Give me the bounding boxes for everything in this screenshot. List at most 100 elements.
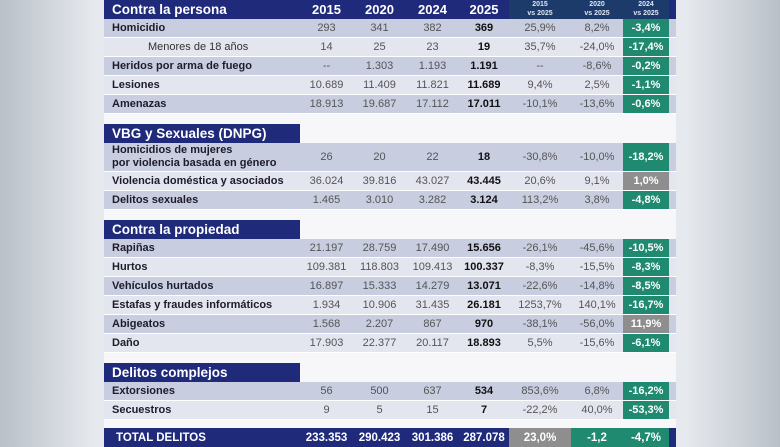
year-value: 26.181 xyxy=(467,299,501,311)
table-row: Lesiones 10.689 11.409 11.821 11.689 9,4% 2,5%… xyxy=(104,76,676,95)
table-row: Heridos por arma de fuego -- 1.303 1.193 1.1… xyxy=(104,57,676,76)
year-value: 118.803 xyxy=(360,261,399,273)
change-2024: -53,3% xyxy=(623,401,669,419)
year-value: 36.024 xyxy=(309,175,344,187)
year-value: 637 xyxy=(423,385,442,397)
change-2015: -10,1% xyxy=(522,98,558,110)
year-value: 19.687 xyxy=(362,98,397,110)
row-label: Abigeatos xyxy=(112,318,166,330)
year-value: 341 xyxy=(370,22,389,34)
change-2024: -8,3% xyxy=(623,258,669,276)
year-value: 293 xyxy=(317,22,336,34)
year-value: 11.689 xyxy=(467,79,501,91)
row-label: Homicidios de mujeres por violencia basa… xyxy=(112,144,277,169)
year-value: 1.568 xyxy=(312,318,341,330)
change-2020: 6,8% xyxy=(584,385,610,397)
table-row: Vehículos hurtados 16.897 15.333 14.279 13.0… xyxy=(104,277,676,296)
year-value: 13.071 xyxy=(467,280,501,292)
year-value: 10.689 xyxy=(309,79,344,91)
year-value: 109.381 xyxy=(306,261,347,273)
compare-vs: vs 2025 xyxy=(584,9,610,17)
year-value: 28.759 xyxy=(362,242,397,254)
year-value: 382 xyxy=(423,22,442,34)
table-row: Menores de 18 años 14 25 23 19 35,7% -24,0% -17… xyxy=(104,38,676,57)
year-value: 14 xyxy=(320,41,333,53)
change-2015: -30,8% xyxy=(522,151,558,163)
change-2024: -0,6% xyxy=(623,95,669,113)
year-value: 43.445 xyxy=(467,175,501,187)
row-label: Violencia doméstica y asociados xyxy=(112,175,284,187)
table-row: Abigeatos 1.568 2.207 867 970 -38,1% -56,0% 11,… xyxy=(104,315,676,334)
table-row: Amenazas 18.913 19.687 17.112 17.011 -10,1% -1… xyxy=(104,95,676,114)
total-change: -1,2 xyxy=(571,428,623,447)
change-2024: 1,0% xyxy=(623,172,669,190)
year-value: 20.117 xyxy=(416,337,449,349)
change-2020: 2,5% xyxy=(584,79,610,91)
change-2015: -26,1% xyxy=(522,242,558,254)
year-value: 39.816 xyxy=(362,175,397,187)
change-2020: 3,8% xyxy=(584,194,610,206)
change-2015: -22,6% xyxy=(522,280,558,292)
year-value: 15.333 xyxy=(362,280,397,292)
change-2015: 9,4% xyxy=(527,79,553,91)
year-value: 3.124 xyxy=(470,194,498,206)
year-value: 19 xyxy=(477,41,491,53)
change-2024: -17,4% xyxy=(623,38,669,56)
change-2024: -8,5% xyxy=(623,277,669,295)
year-value: 11.821 xyxy=(416,79,449,91)
table-row: Homicidio 293 341 382 369 25,9% 8,2% -3,4% xyxy=(104,19,676,38)
change-2020: -45,6% xyxy=(579,242,615,254)
year-value: 56 xyxy=(320,385,333,397)
change-2024: -16,7% xyxy=(623,296,669,314)
year-value: 3.282 xyxy=(418,194,447,206)
year-value: 20 xyxy=(373,151,386,163)
year-value: 11.409 xyxy=(363,79,396,91)
table-row: Estafas y fraudes informáticos 1.934 10.90… xyxy=(104,296,676,315)
total-value: 301.386 xyxy=(411,431,454,444)
change-2020: 140,1% xyxy=(578,299,616,311)
change-2024: -10,5% xyxy=(623,239,669,257)
change-2020: -56,0% xyxy=(579,318,615,330)
row-label: Secuestros xyxy=(112,404,172,416)
row-label: Menores de 18 años xyxy=(148,41,249,53)
change-2020: -10,0% xyxy=(579,151,615,163)
section-header: VBG y Sexuales (DNPG) xyxy=(104,124,300,143)
row-label: Heridos por arma de fuego xyxy=(112,60,252,72)
year-value: 15.656 xyxy=(467,242,501,254)
year-value: 17.112 xyxy=(416,98,449,110)
total-change: 23,0% xyxy=(509,428,571,447)
change-2015: 853,6% xyxy=(521,385,559,397)
year-value: 970 xyxy=(474,318,494,330)
year-value: 10.906 xyxy=(362,299,397,311)
total-value: 287.078 xyxy=(463,431,505,444)
total-value: 233.353 xyxy=(305,431,348,444)
year-value: 369 xyxy=(474,22,494,34)
year-value: 22.377 xyxy=(362,337,397,349)
year-value: 534 xyxy=(474,385,494,397)
year-value: 43.027 xyxy=(415,175,450,187)
compare-vs: vs 2025 xyxy=(633,9,659,17)
compare-header: 2015 vs 2025 xyxy=(509,0,571,19)
change-2024: -0,2% xyxy=(623,57,669,75)
year-value: 7 xyxy=(480,404,488,416)
crime-statistics-table: Contra la persona 2015 2020 2024 2025 20… xyxy=(104,0,676,447)
row-label: Extorsiones xyxy=(112,385,175,397)
table-row: Daño 17.903 22.377 20.117 18.893 5,5% -15,6% -6… xyxy=(104,334,676,353)
total-value: 290.423 xyxy=(358,431,401,444)
change-2020: 40,0% xyxy=(581,404,613,416)
year-value: 100.337 xyxy=(464,261,504,273)
change-2015: -22,2% xyxy=(522,404,558,416)
year-value: 23 xyxy=(426,41,439,53)
table-header: Contra la persona 2015 2020 2024 2025 20… xyxy=(104,0,676,19)
compare-header: 2020 vs 2025 xyxy=(571,0,623,19)
table-row: Secuestros 9 5 15 7 -22,2% 40,0% -53,3% xyxy=(104,401,676,420)
change-2024: -6,1% xyxy=(623,334,669,352)
year-value: 9 xyxy=(323,404,330,416)
section-header: Contra la propiedad xyxy=(104,220,300,239)
change-2015: 1253,7% xyxy=(518,299,562,311)
change-2024: -18,2% xyxy=(623,143,669,171)
year-value: 1.191 xyxy=(470,60,498,72)
year-value: 18.913 xyxy=(309,98,344,110)
table-row: Extorsiones 56 500 637 534 853,6% 6,8% -16,2% xyxy=(104,382,676,401)
total-change: -4,7% xyxy=(623,428,669,447)
